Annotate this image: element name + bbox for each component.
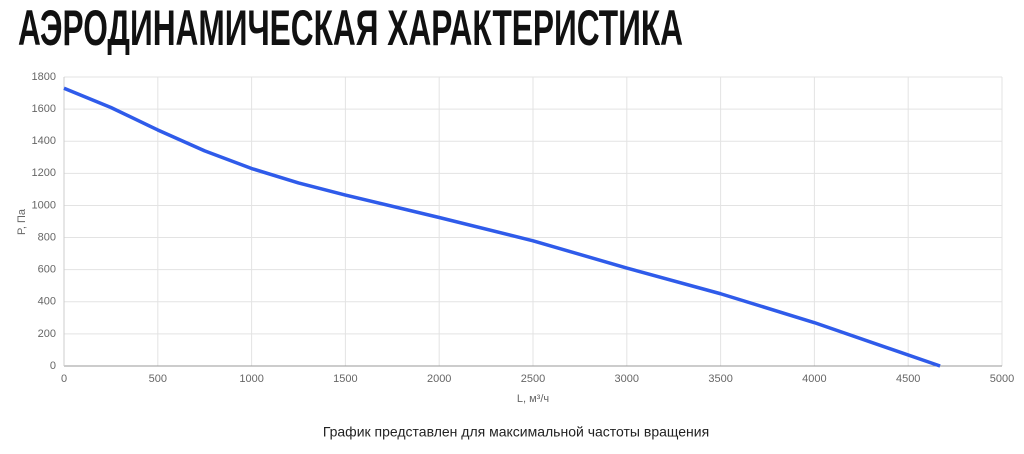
x-tick-label: 0 bbox=[61, 373, 67, 385]
y-tick-label: 0 bbox=[50, 360, 56, 372]
x-tick-label: 4000 bbox=[802, 373, 826, 385]
y-tick-label: 400 bbox=[38, 296, 56, 308]
chart-title: АЭРОДИНАМИЧЕСКАЯ ХАРАКТЕРИСТИКА bbox=[18, 0, 683, 56]
y-tick-label: 1600 bbox=[32, 103, 56, 115]
y-tick-label: 1000 bbox=[32, 199, 56, 211]
x-axis-label: L, м³/ч bbox=[517, 393, 549, 405]
x-tick-label: 5000 bbox=[990, 373, 1014, 385]
y-tick-label: 1400 bbox=[32, 135, 56, 147]
x-tick-label: 2000 bbox=[427, 373, 451, 385]
x-tick-label: 1500 bbox=[333, 373, 357, 385]
x-tick-label: 3000 bbox=[615, 373, 639, 385]
data-line bbox=[63, 86, 941, 368]
x-tick-label: 1000 bbox=[239, 373, 263, 385]
x-tick-label: 3500 bbox=[708, 373, 732, 385]
y-tick-label: 600 bbox=[38, 264, 56, 276]
caption: График представлен для максимальной част… bbox=[323, 424, 709, 440]
x-tick-label: 4500 bbox=[896, 373, 920, 385]
y-tick-label: 200 bbox=[38, 328, 56, 340]
y-tick-label: 1200 bbox=[32, 167, 56, 179]
x-tick-label: 500 bbox=[149, 373, 167, 385]
y-axis-label: P, Па bbox=[16, 208, 28, 235]
x-tick-label: 2500 bbox=[521, 373, 545, 385]
y-tick-label: 800 bbox=[38, 231, 56, 243]
y-tick-label: 1800 bbox=[32, 71, 56, 83]
